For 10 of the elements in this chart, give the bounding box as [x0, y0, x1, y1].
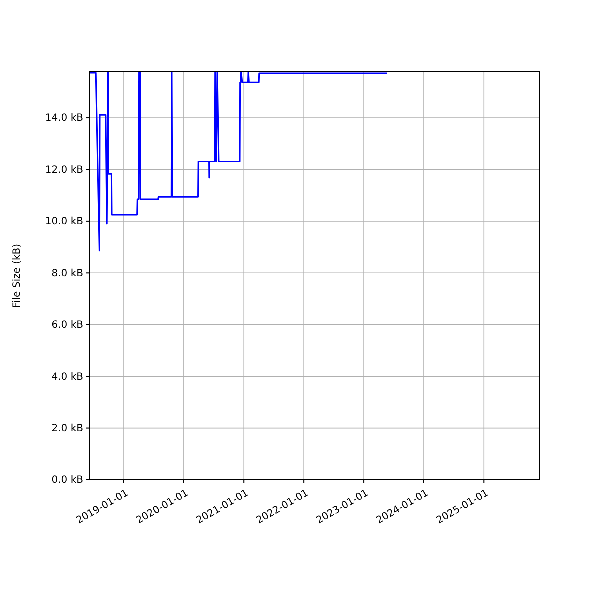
y-axis-title: File Size (kB) [12, 244, 23, 308]
y-tick-label: 4.0 kB [52, 372, 84, 383]
y-tick-label: 14.0 kB [45, 113, 84, 124]
y-tick-label: 12.0 kB [45, 164, 84, 176]
y-tick-label: 6.0 kB [52, 320, 84, 332]
y-tick-label: 8.0 kB [52, 268, 84, 280]
y-tick-label: 10.0 kB [45, 216, 84, 228]
y-tick-label: 2.0 kB [52, 423, 84, 434]
line-series [90, 71, 388, 252]
y-tick-label: 0.0 kB [52, 475, 84, 486]
